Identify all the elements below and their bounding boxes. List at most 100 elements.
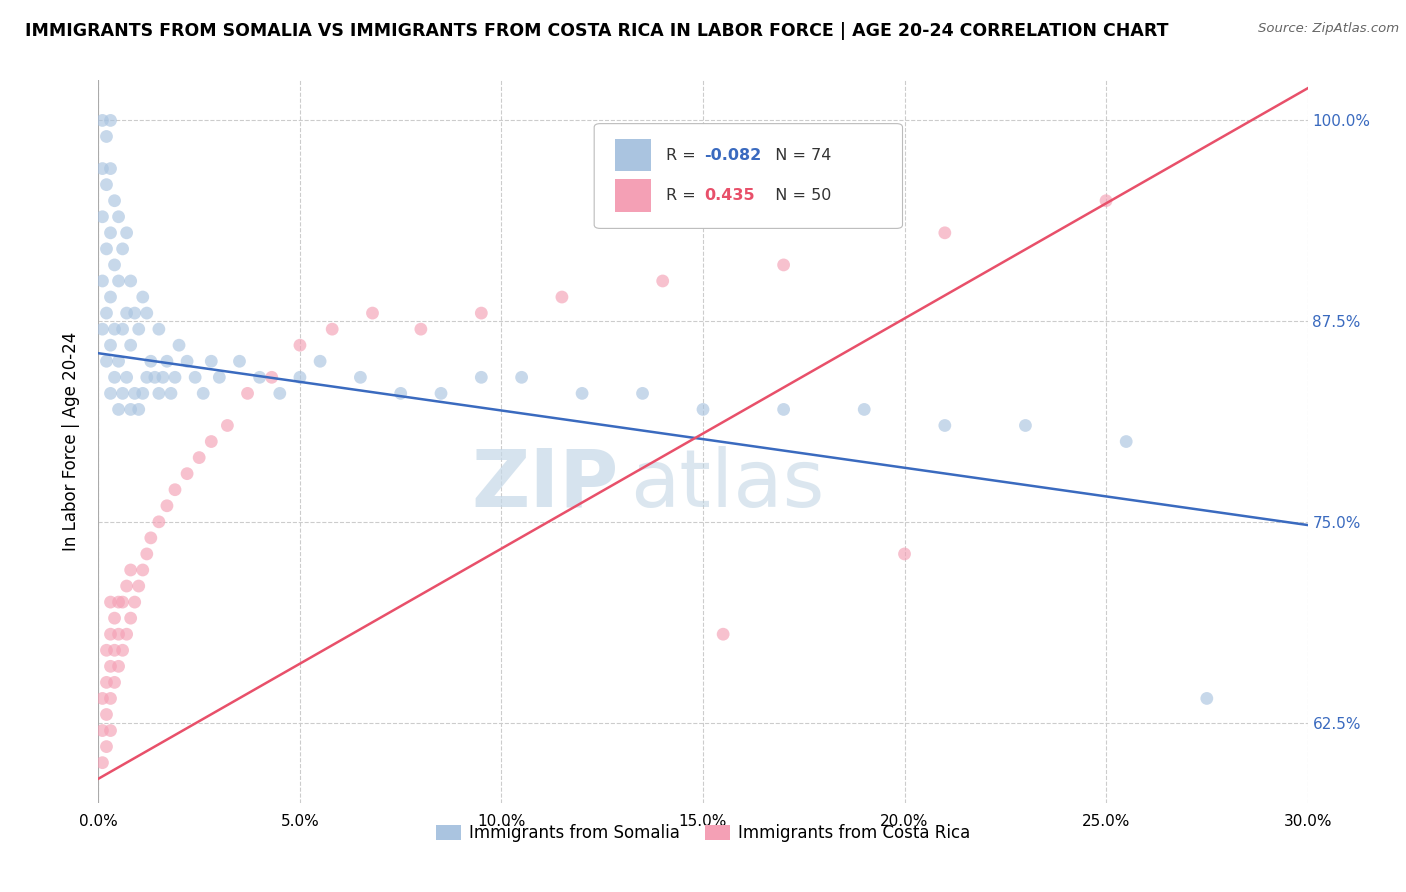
Point — [651, 274, 673, 288]
Point — [111, 386, 134, 401]
Point — [631, 386, 654, 401]
Point — [96, 306, 118, 320]
Point — [111, 242, 134, 256]
Point — [160, 386, 183, 401]
Point — [148, 515, 170, 529]
Point — [100, 386, 122, 401]
Point — [100, 723, 122, 738]
Point — [934, 418, 956, 433]
Point — [711, 627, 734, 641]
Point — [91, 161, 114, 176]
Point — [1195, 691, 1218, 706]
Point — [120, 563, 142, 577]
Point — [115, 579, 138, 593]
Point — [200, 354, 222, 368]
Point — [96, 707, 118, 722]
FancyBboxPatch shape — [614, 179, 651, 211]
Text: 0.435: 0.435 — [704, 188, 755, 203]
Point — [120, 611, 142, 625]
Point — [111, 595, 134, 609]
Point — [107, 274, 129, 288]
Point — [163, 483, 186, 497]
Point — [236, 386, 259, 401]
Point — [100, 691, 122, 706]
Point — [100, 226, 122, 240]
Point — [148, 386, 170, 401]
Point — [772, 402, 794, 417]
Point — [100, 659, 122, 673]
Point — [361, 306, 384, 320]
Point — [91, 723, 114, 738]
Point — [288, 370, 311, 384]
Point — [143, 370, 166, 384]
Point — [853, 402, 876, 417]
Text: IMMIGRANTS FROM SOMALIA VS IMMIGRANTS FROM COSTA RICA IN LABOR FORCE | AGE 20-24: IMMIGRANTS FROM SOMALIA VS IMMIGRANTS FR… — [25, 22, 1168, 40]
Point — [893, 547, 915, 561]
Point — [176, 467, 198, 481]
Point — [148, 322, 170, 336]
Point — [176, 354, 198, 368]
Point — [91, 691, 114, 706]
Point — [156, 499, 179, 513]
Point — [96, 675, 118, 690]
Text: -0.082: -0.082 — [704, 147, 762, 162]
Point — [551, 290, 574, 304]
Point — [96, 178, 118, 192]
Point — [184, 370, 207, 384]
Point — [200, 434, 222, 449]
Point — [188, 450, 211, 465]
Point — [103, 675, 125, 690]
Point — [100, 595, 122, 609]
Point — [217, 418, 239, 433]
Point — [91, 113, 114, 128]
Point — [91, 274, 114, 288]
Point — [115, 306, 138, 320]
Point — [91, 210, 114, 224]
Point — [103, 258, 125, 272]
Point — [409, 322, 432, 336]
Point — [156, 354, 179, 368]
Point — [107, 210, 129, 224]
Point — [132, 290, 155, 304]
Point — [103, 322, 125, 336]
Point — [124, 386, 146, 401]
Point — [115, 226, 138, 240]
Point — [132, 386, 155, 401]
Point — [1095, 194, 1118, 208]
Point — [389, 386, 412, 401]
Point — [249, 370, 271, 384]
Point — [132, 563, 155, 577]
Point — [128, 579, 150, 593]
Text: R =: R = — [665, 188, 700, 203]
Point — [107, 354, 129, 368]
Point — [100, 113, 122, 128]
Text: atlas: atlas — [630, 446, 825, 524]
Y-axis label: In Labor Force | Age 20-24: In Labor Force | Age 20-24 — [62, 332, 80, 551]
Point — [120, 274, 142, 288]
Point — [430, 386, 453, 401]
Point — [510, 370, 533, 384]
Point — [208, 370, 231, 384]
Point — [321, 322, 343, 336]
Point — [96, 242, 118, 256]
Point — [115, 370, 138, 384]
Point — [135, 547, 157, 561]
Point — [135, 370, 157, 384]
Point — [139, 531, 162, 545]
Point — [96, 129, 118, 144]
Point — [128, 322, 150, 336]
Point — [124, 306, 146, 320]
Point — [100, 161, 122, 176]
Point — [100, 290, 122, 304]
Point — [120, 338, 142, 352]
Point — [107, 659, 129, 673]
Point — [692, 402, 714, 417]
Point — [103, 370, 125, 384]
Text: Source: ZipAtlas.com: Source: ZipAtlas.com — [1258, 22, 1399, 36]
Point — [107, 627, 129, 641]
Point — [128, 402, 150, 417]
Point — [135, 306, 157, 320]
FancyBboxPatch shape — [595, 124, 903, 228]
Point — [100, 338, 122, 352]
Point — [470, 306, 492, 320]
